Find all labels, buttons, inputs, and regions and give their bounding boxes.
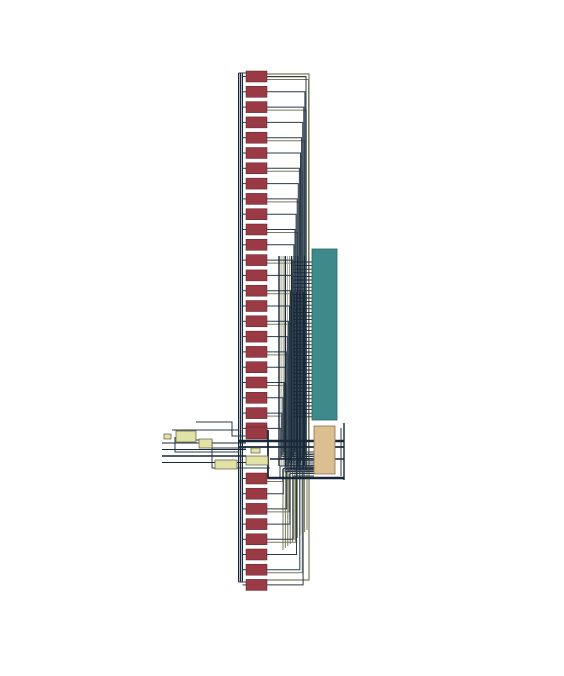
functional-blocks (311, 248, 338, 475)
port-route-wire (267, 465, 314, 555)
upper-port-cell (245, 70, 268, 83)
logic-cell (175, 430, 197, 443)
upper-port-cell (245, 315, 268, 328)
port-route-wire-alt (267, 479, 297, 543)
upper-port-cell (245, 376, 268, 389)
port-route-wire (267, 382, 314, 453)
upper-port-cell (245, 86, 268, 98)
logic-cell (245, 455, 269, 466)
upper-port-cell (245, 330, 268, 343)
input-wire (211, 448, 270, 469)
upper-port-cell (245, 407, 268, 419)
upper-port-cell (245, 147, 268, 159)
lower-port-cell (245, 563, 268, 576)
lower-port-cell (245, 548, 268, 561)
upper-port-cell (245, 193, 268, 205)
port-route-wire (267, 320, 314, 466)
logic-cell (198, 438, 213, 449)
upper-port-cell (245, 346, 268, 358)
upper-port-cell (245, 116, 268, 129)
logic-block (313, 425, 336, 475)
lower-port-cell (245, 503, 268, 515)
input-wire (174, 437, 238, 453)
port-route-wire (267, 305, 314, 464)
upper-port-cell (245, 300, 268, 312)
memory-block (311, 248, 338, 421)
port-route-wire (267, 468, 314, 495)
lower-port-cell (245, 487, 268, 500)
port-route-wire (267, 473, 314, 525)
port-route-wire (267, 468, 314, 571)
lower-port-cell (245, 518, 268, 530)
upper-port-cell (245, 177, 268, 190)
upper-port-cell (245, 223, 268, 236)
logic-cell (214, 459, 238, 470)
upper-port-cell (245, 101, 268, 113)
upper-port-cell (245, 269, 268, 282)
logic-cell (250, 447, 261, 454)
logic-cell (163, 433, 172, 440)
upper-port-cell (245, 392, 268, 404)
mid-port-cell (245, 426, 268, 440)
lower-port-cell (245, 579, 268, 591)
upper-port-cell (245, 239, 268, 251)
upper-port-cell (245, 361, 268, 373)
upper-port-cell (245, 284, 268, 297)
port-route-wire (267, 470, 314, 586)
port-column (245, 70, 268, 591)
input-wire (196, 421, 246, 437)
upper-port-cell (245, 131, 268, 144)
port-route-wire-alt (267, 474, 290, 513)
lower-port-cell (245, 533, 268, 546)
input-logic-cells (163, 430, 269, 470)
upper-port-cell (245, 254, 268, 266)
upper-port-cell (245, 208, 268, 220)
upper-port-cell (245, 162, 268, 175)
lower-port-cell (245, 472, 268, 485)
